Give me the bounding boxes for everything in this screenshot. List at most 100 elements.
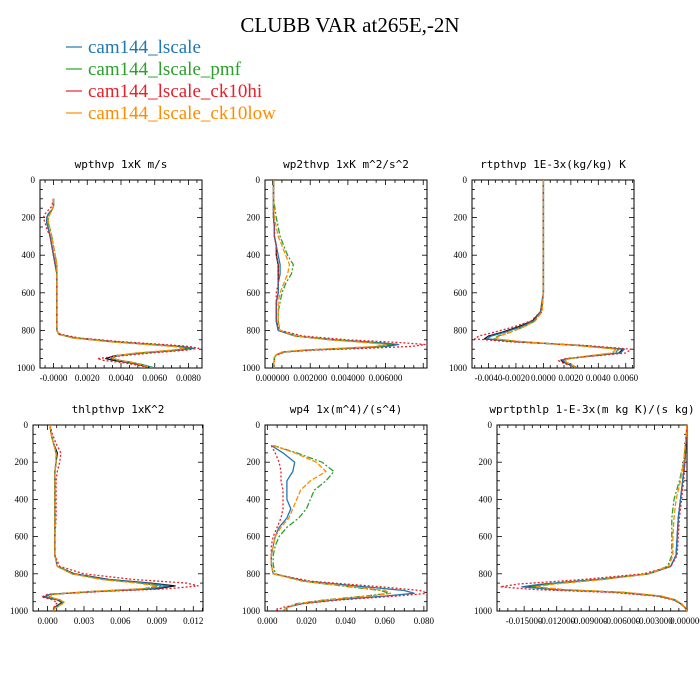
y-tick-label: 1000 bbox=[10, 606, 29, 616]
series-line-4 bbox=[42, 198, 200, 368]
series-lines bbox=[40, 425, 199, 611]
y-tick-label: 800 bbox=[15, 569, 29, 579]
y-tick-label: 400 bbox=[454, 250, 468, 260]
y-tick-label: 600 bbox=[247, 532, 261, 542]
legend: cam144_lscalecam144_lscale_pmfcam144_lsc… bbox=[66, 37, 276, 124]
y-tick-label: 400 bbox=[247, 494, 261, 504]
y-tick-label: 200 bbox=[247, 213, 261, 223]
series-line-3 bbox=[270, 445, 427, 611]
x-tick-label: 0.0060 bbox=[613, 373, 638, 383]
x-tick-label: 0.000000 bbox=[256, 373, 290, 383]
x-tick-label: -0.003000 bbox=[636, 616, 673, 626]
y-tick-label: 0 bbox=[488, 420, 493, 430]
y-tick-label: 1000 bbox=[242, 363, 261, 373]
y-tick-label: 0 bbox=[256, 420, 261, 430]
y-tick-label: 800 bbox=[22, 325, 36, 335]
x-tick-label: 0.006000 bbox=[369, 373, 403, 383]
x-tick-label: 0.006 bbox=[110, 616, 131, 626]
panel-2: wp2thvp 1xK m^2/s^2020040060080010000.00… bbox=[242, 158, 428, 383]
panel-title: thlpthvp 1xK^2 bbox=[72, 403, 165, 416]
y-tick-label: 1000 bbox=[17, 363, 36, 373]
series-line-5 bbox=[49, 425, 158, 611]
y-tick-label: 0 bbox=[31, 175, 36, 185]
panel-title: wp2thvp 1xK m^2/s^2 bbox=[283, 158, 409, 171]
x-tick-label: 0.0020 bbox=[75, 373, 100, 383]
series-line-5 bbox=[494, 180, 617, 368]
x-tick-label: 0.002000 bbox=[293, 373, 327, 383]
y-tick-label: 400 bbox=[15, 494, 29, 504]
y-tick-label: 200 bbox=[247, 457, 261, 467]
series-line-5 bbox=[47, 198, 186, 368]
series-line-2 bbox=[272, 444, 390, 611]
x-tick-label: 0.0040 bbox=[586, 373, 611, 383]
x-tick-label: 0.080 bbox=[414, 616, 435, 626]
x-tick-label: 0.000000 bbox=[670, 616, 700, 626]
panels: wpthvp 1xK m/s 0 200 400 600 800 1000 -0.0000 0.… bbox=[10, 158, 700, 626]
x-tick-label: 0.040 bbox=[335, 616, 356, 626]
x-tick-label: 0.000 bbox=[257, 616, 278, 626]
y-tick-label: 1000 bbox=[474, 606, 493, 616]
legend-label: cam144_lscale_ck10low bbox=[88, 103, 276, 124]
x-tick-label: 0.004000 bbox=[331, 373, 365, 383]
x-tick-label: -0.012000 bbox=[538, 616, 575, 626]
y-tick-label: 1000 bbox=[242, 606, 261, 616]
y-tick-label: 800 bbox=[247, 569, 261, 579]
y-tick-label: 600 bbox=[479, 532, 493, 542]
panel-title: wp4 1x(m^4)/(s^4) bbox=[290, 403, 403, 416]
y-tick-label: 800 bbox=[454, 325, 468, 335]
x-tick-label: 0.0000 bbox=[531, 373, 556, 383]
x-tick-label: 0.0020 bbox=[558, 373, 583, 383]
y-tick-label: 400 bbox=[247, 250, 261, 260]
series-lines bbox=[272, 180, 426, 368]
y-tick-label: 600 bbox=[454, 288, 468, 298]
y-tick-label: 200 bbox=[454, 213, 468, 223]
y-tick-label: 0 bbox=[24, 420, 29, 430]
panel-6: wprtpthlp 1-E-3x(m kg K)/(s kg) 0 200 400 60… bbox=[474, 403, 700, 626]
x-tick-label: 0.0040 bbox=[109, 373, 134, 383]
x-tick-label: 0.060 bbox=[375, 616, 396, 626]
series-lines bbox=[499, 425, 687, 611]
y-tick-label: 600 bbox=[22, 288, 36, 298]
x-tick-label: 0.009 bbox=[147, 616, 168, 626]
x-tick-label: 0.020 bbox=[296, 616, 317, 626]
series-line-5 bbox=[272, 180, 387, 368]
series-line-3 bbox=[531, 425, 687, 611]
y-tick-label: 600 bbox=[15, 532, 29, 542]
series-lines bbox=[42, 198, 200, 368]
series-line-4 bbox=[270, 444, 392, 611]
figure-title: CLUBB VAR at265E,-2N bbox=[240, 13, 459, 37]
panel-1: wpthvp 1xK m/s 0 200 400 600 800 1000 -0.0000 0.… bbox=[17, 158, 203, 383]
x-tick-label: 0.003 bbox=[74, 616, 95, 626]
series-lines bbox=[474, 180, 632, 368]
y-tick-label: 400 bbox=[479, 494, 493, 504]
y-tick-label: 200 bbox=[15, 457, 29, 467]
x-tick-label: 0.000 bbox=[37, 616, 58, 626]
x-tick-label: -0.009000 bbox=[571, 616, 608, 626]
x-tick-label: -0.0040 bbox=[475, 373, 503, 383]
x-tick-label: 0.012 bbox=[183, 616, 203, 626]
x-tick-label: -0.006000 bbox=[603, 616, 640, 626]
x-tick-label: 0.0060 bbox=[142, 373, 167, 383]
panel-title: wpthvp 1xK m/s bbox=[75, 158, 168, 171]
legend-label: cam144_lscale_pmf bbox=[88, 59, 242, 80]
y-tick-label: 400 bbox=[22, 250, 36, 260]
x-tick-label: 0.0080 bbox=[176, 373, 201, 383]
y-tick-label: 1000 bbox=[449, 363, 468, 373]
y-tick-label: 800 bbox=[479, 569, 493, 579]
y-tick-label: 0 bbox=[256, 175, 261, 185]
y-tick-label: 200 bbox=[479, 457, 493, 467]
series-line-4 bbox=[272, 180, 426, 368]
panel-4: thlpthvp 1xK^2 0 200 400 600 800 1000 0.000 0.00… bbox=[10, 403, 204, 626]
y-tick-label: 0 bbox=[463, 175, 468, 185]
series-line-4 bbox=[474, 180, 632, 368]
legend-label: cam144_lscale_ck10hi bbox=[88, 81, 262, 102]
x-tick-label: -0.0000 bbox=[40, 373, 68, 383]
series-line-1 bbox=[270, 444, 415, 611]
panel-title: wprtpthlp 1-E-3x(m kg K)/(s kg) bbox=[489, 403, 694, 416]
y-tick-label: 200 bbox=[22, 213, 36, 223]
legend-label: cam144_lscale bbox=[88, 37, 201, 58]
series-lines bbox=[270, 444, 427, 611]
